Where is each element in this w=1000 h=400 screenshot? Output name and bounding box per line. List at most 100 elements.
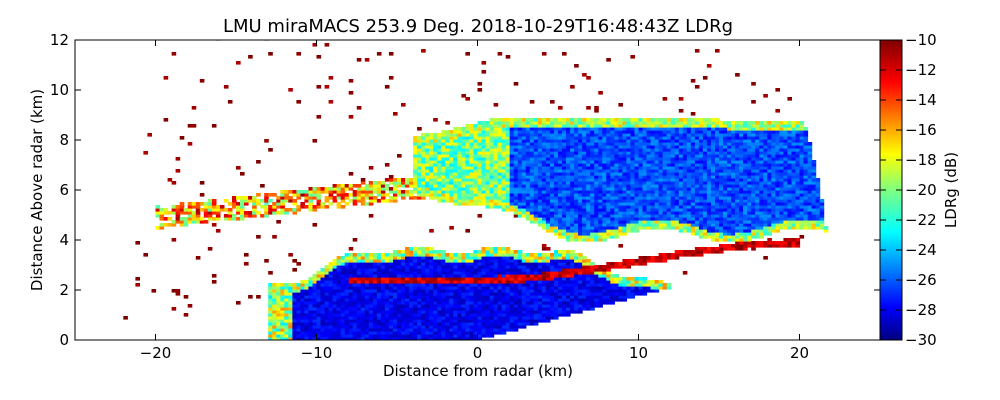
ldr-cell (578, 139, 583, 143)
ldr-cell (610, 289, 615, 293)
ldr-cell (473, 331, 479, 335)
ldr-cell (429, 307, 434, 311)
ldr-cell (541, 301, 547, 305)
ldr-cell (316, 304, 322, 308)
ldr-cell (348, 172, 354, 176)
ldr-cell (356, 280, 362, 284)
ldr-cell (159, 217, 165, 221)
ldr-cell (453, 301, 458, 305)
ldr-cell (570, 163, 575, 167)
ldr-cell (348, 313, 354, 317)
ldr-cell (602, 271, 607, 275)
ldr-cell (445, 304, 450, 308)
ldr-cell (541, 313, 547, 317)
ldr-cell (517, 163, 523, 167)
ldr-cell (276, 319, 281, 323)
ldr-cell (449, 298, 454, 302)
ldr-cell (562, 190, 567, 194)
ldr-cell (590, 229, 595, 233)
ldr-cell (368, 184, 374, 188)
ldr-cell (364, 184, 370, 188)
ldr-cell (626, 166, 631, 170)
ldr-cell (654, 196, 660, 200)
ldr-cell (493, 292, 499, 296)
ldr-cell (244, 214, 249, 218)
ldr-cell (513, 187, 519, 191)
ldr-cell (493, 274, 499, 278)
ldr-cell (566, 169, 571, 173)
ldr-cell (505, 298, 511, 302)
ldr-cell (397, 316, 402, 320)
ldr-cell (658, 127, 664, 131)
ldr-cell (541, 304, 547, 308)
ldr-cell (558, 217, 563, 221)
ldr-cell (562, 265, 567, 269)
ldr-cell (634, 202, 640, 206)
ldr-cell (501, 247, 507, 251)
ldr-cell (562, 139, 567, 143)
ldr-cell (421, 196, 426, 200)
ldr-cell (227, 202, 233, 206)
ldr-cell (372, 265, 378, 269)
ldr-cell (175, 169, 181, 173)
ldr-cell (529, 193, 535, 197)
ldr-cell (505, 199, 511, 203)
ldr-cell (574, 196, 579, 200)
ldr-cell (513, 277, 519, 281)
ldr-cell (586, 232, 591, 236)
ldr-cell (421, 319, 426, 323)
ldr-cell (630, 172, 635, 176)
ldr-cell (537, 292, 543, 296)
ldr-cell (352, 295, 358, 299)
ldr-cell (582, 268, 587, 272)
ldr-cell (477, 133, 483, 137)
ldr-cell (316, 292, 322, 296)
ldr-cell (630, 229, 635, 233)
ldr-cell (517, 322, 523, 326)
ldr-cell (441, 187, 446, 191)
ldr-cell (505, 313, 511, 317)
ldr-cell (654, 151, 660, 155)
ldr-cell (497, 124, 503, 128)
ldr-cell (360, 202, 366, 206)
ldr-cell (421, 259, 426, 263)
ldr-cell (292, 211, 297, 215)
ldr-cell (413, 136, 418, 140)
ldr-cell (328, 193, 334, 197)
ldr-cell (517, 280, 523, 284)
ldr-cell (566, 283, 571, 287)
ldr-cell (445, 166, 450, 170)
ldr-cell (457, 160, 462, 164)
ldr-cell (513, 304, 519, 308)
ldr-cell (550, 136, 555, 140)
ldr-cell (662, 136, 668, 140)
ldr-cell (312, 301, 318, 305)
ldr-cell (344, 265, 350, 269)
ldr-cell (670, 166, 676, 170)
ldr-cell (155, 208, 161, 212)
ldr-cell (594, 157, 599, 161)
ldr-cell (477, 202, 483, 206)
ldr-cell (622, 184, 627, 188)
ldr-cell (493, 283, 499, 287)
ldr-cell (232, 196, 237, 200)
ldr-cell (417, 271, 422, 275)
ldr-cell (171, 307, 177, 311)
ldr-cell (453, 304, 458, 308)
ldr-cell (417, 253, 422, 257)
ldr-cell (582, 235, 587, 239)
ldr-cell (461, 256, 466, 260)
ldr-cell (348, 247, 354, 251)
ldr-cell (401, 262, 406, 266)
ldr-cell (602, 199, 607, 203)
ldr-cell (159, 226, 165, 230)
ldr-cell (481, 268, 487, 272)
ldr-cell (570, 253, 575, 257)
ldr-cell (554, 298, 559, 302)
ldr-cell (662, 121, 668, 125)
ldr-cell (578, 220, 583, 224)
ldr-cell (521, 151, 527, 155)
ldr-cell (582, 160, 587, 164)
ldr-cell (642, 130, 648, 134)
ldr-cell (441, 160, 446, 164)
